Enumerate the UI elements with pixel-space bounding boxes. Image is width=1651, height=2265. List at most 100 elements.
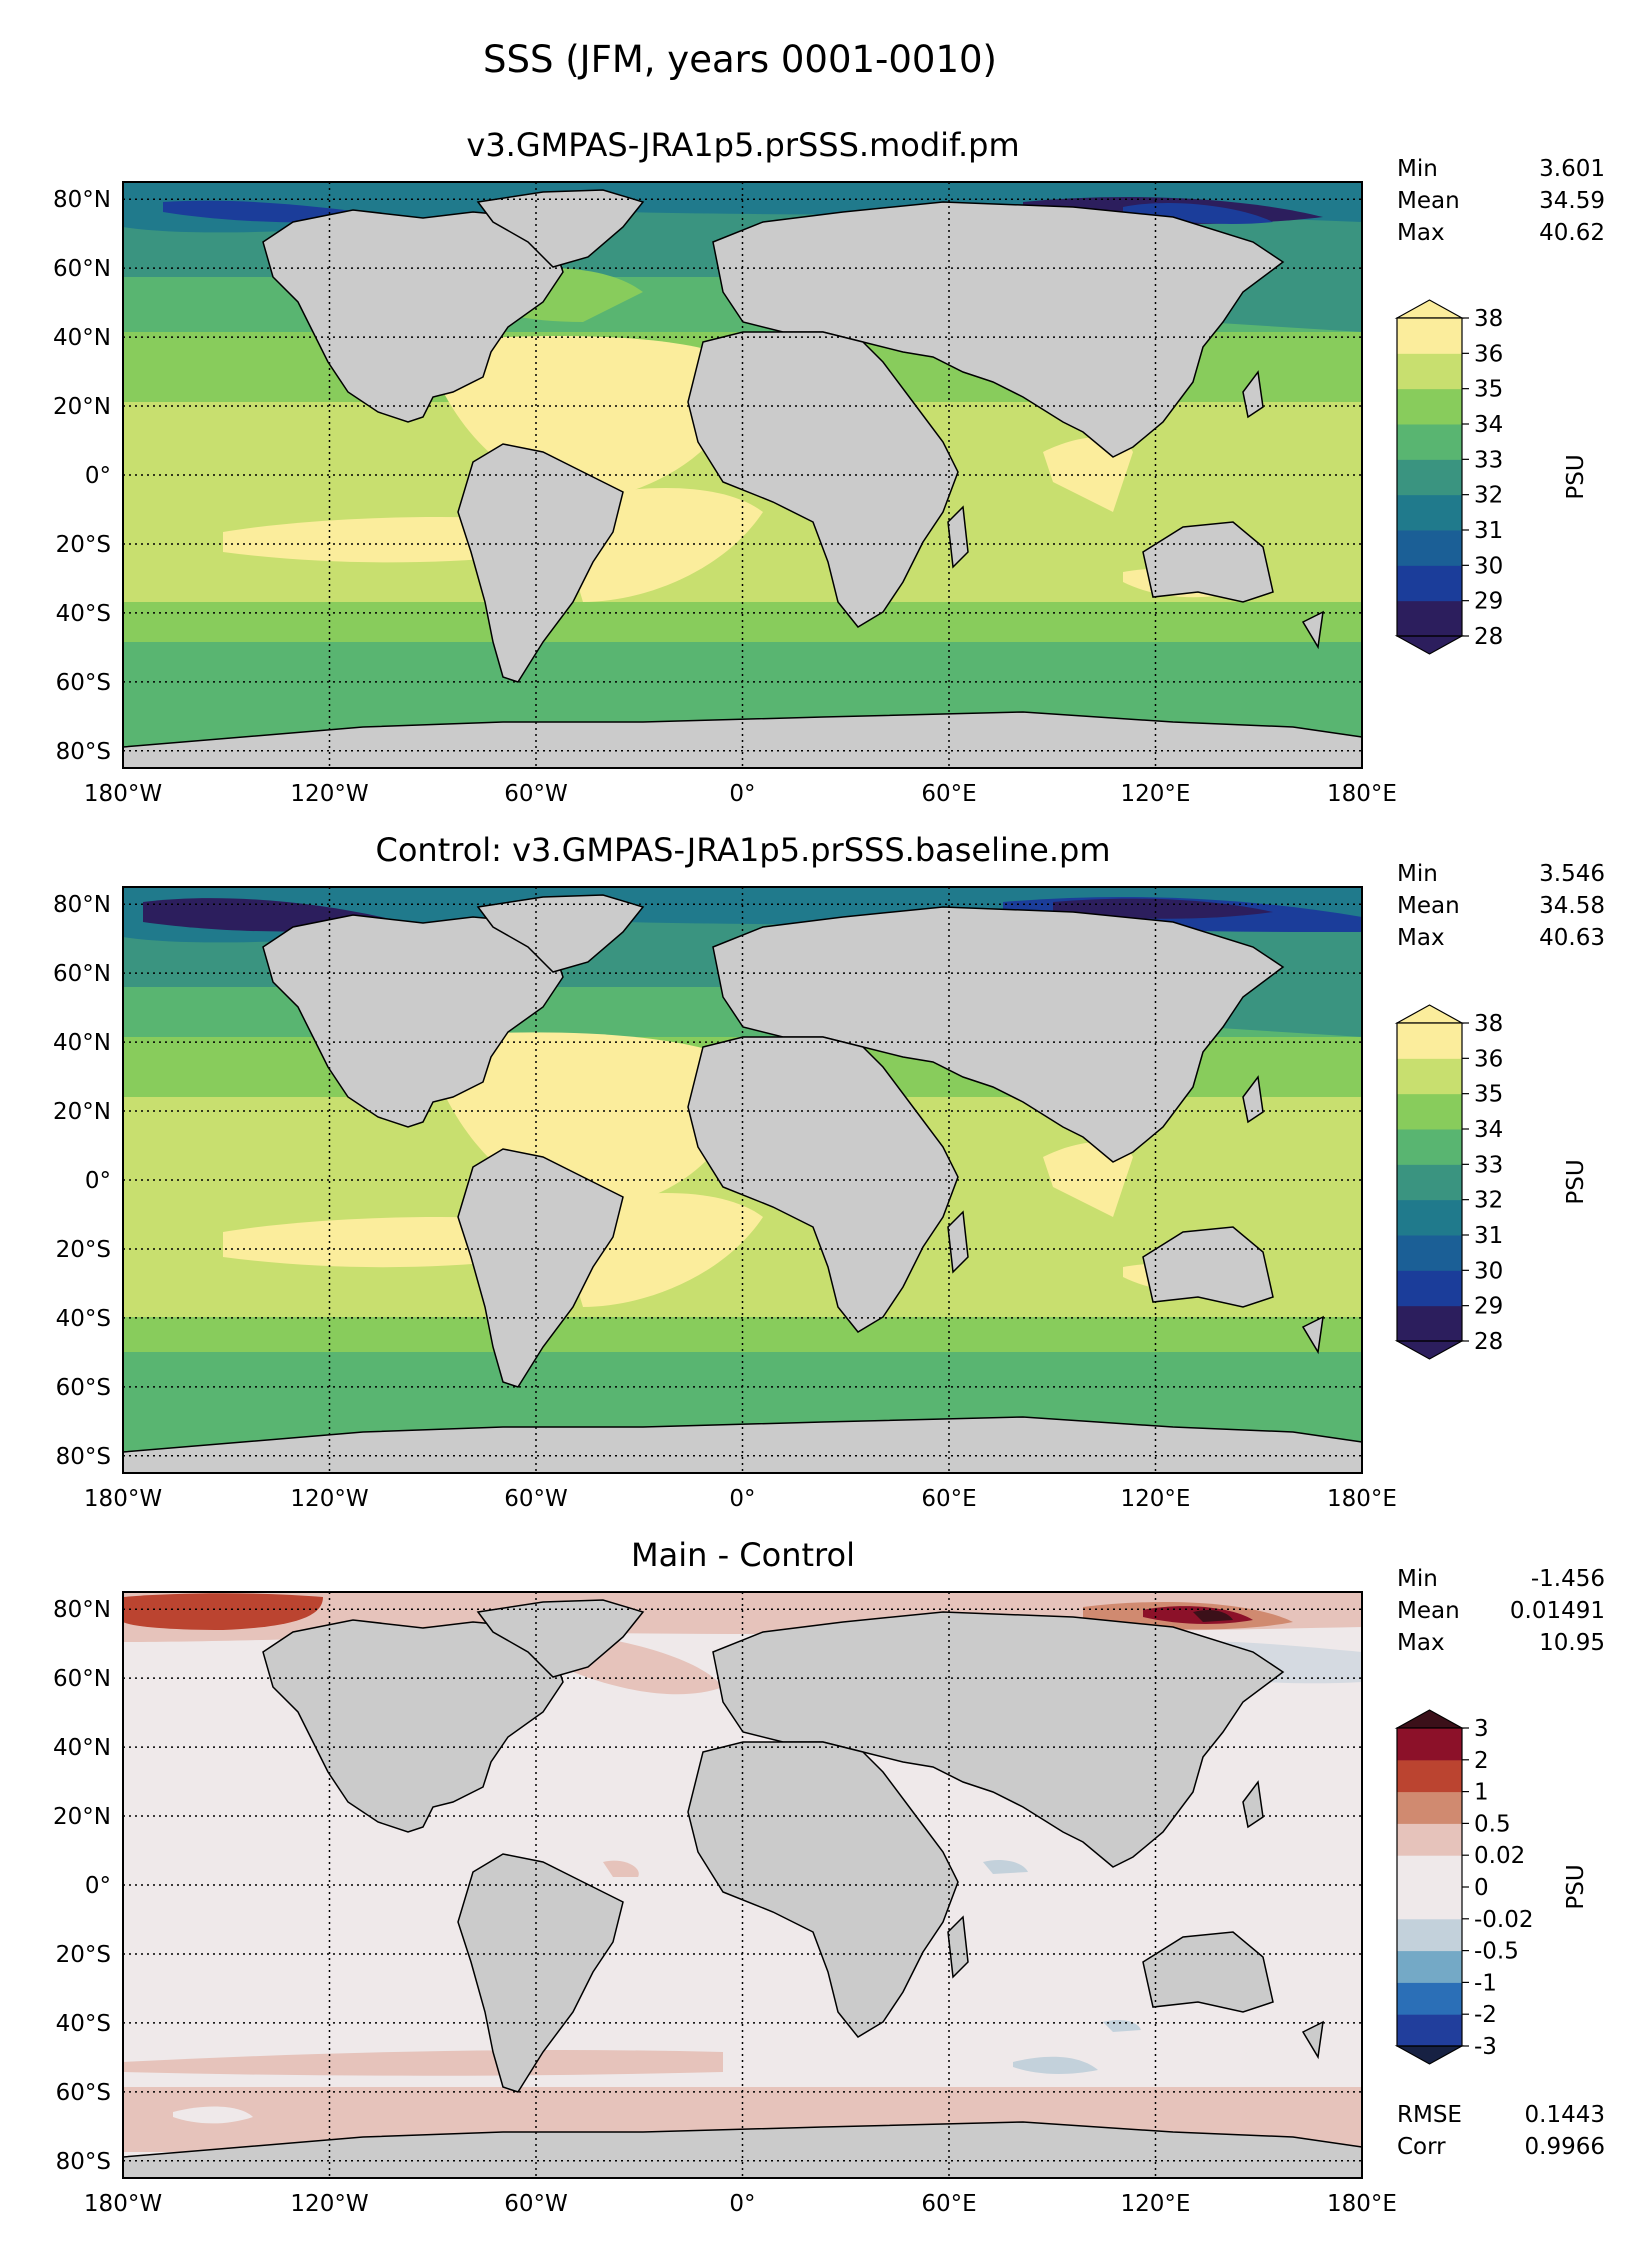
stat-value: -1.456 (1531, 1566, 1605, 1592)
panel-title: Control: v3.GMPAS-JRA1p5.prSSS.baseline.… (375, 831, 1110, 869)
lon-tick-label: 120°W (290, 781, 368, 807)
lat-tick-label: 20°N (53, 1099, 111, 1125)
map-border (122, 181, 1363, 769)
colorbar-segment (1397, 353, 1462, 390)
lat-tick-label: 40°S (56, 601, 111, 627)
lat-tick-label: 20°S (56, 1237, 111, 1263)
colorbar-tick-label: 38 (1474, 306, 1503, 332)
colorbar-tick-label: 32 (1474, 483, 1503, 509)
graticule (123, 1592, 1362, 2178)
colorbar-tick-label: 34 (1474, 412, 1503, 438)
colorbar-tick-label: 2 (1474, 1748, 1489, 1774)
colorbar-tick-label: 0.02 (1474, 1843, 1525, 1869)
colorbar-segment (1397, 2014, 1462, 2047)
panel-difference: Main - Control (53, 1536, 1605, 2217)
colorbar-tick-label: 30 (1474, 1258, 1503, 1284)
lat-tick-label: 80°S (56, 2149, 111, 2175)
colorbar-tick-label: 33 (1474, 447, 1503, 473)
stat-label: Max (1397, 925, 1445, 951)
colorbar-segment (1397, 1129, 1462, 1165)
colorbar-over-arrow (1394, 1709, 1465, 1729)
colorbar-tick-label: 36 (1474, 1046, 1503, 1072)
colorbar-tick-label: 28 (1474, 1329, 1503, 1355)
panel-title: Main - Control (631, 1536, 855, 1574)
colorbar-tick-label: -3 (1474, 2034, 1497, 2060)
colorbar-tick-label: 29 (1474, 589, 1503, 615)
lat-tick-labels: 80°N 60°N 40°N 20°N 0° 20°S 40°S 60°S 80°S (53, 1597, 111, 2175)
lat-tick-label: 80°N (53, 1597, 111, 1623)
lat-tick-label: 20°N (53, 1804, 111, 1830)
lon-tick-label: 60°E (921, 1486, 976, 1512)
lon-tick-label: 120°E (1121, 781, 1191, 807)
stat-value: 0.9966 (1525, 2134, 1605, 2160)
colorbar-tick-label: 38 (1474, 1011, 1503, 1037)
colorbar-tick-label: 29 (1474, 1294, 1503, 1320)
stat-value: 40.62 (1539, 220, 1605, 246)
colorbar-segment (1397, 1093, 1462, 1130)
colorbar-tick-label: 0 (1474, 1875, 1489, 1901)
stats-box: Min -1.456 Mean 0.01491 Max 10.95 (1397, 1566, 1605, 1656)
colorbar-unit-label: PSU (1563, 454, 1589, 499)
lat-tick-label: 0° (85, 1873, 111, 1899)
lat-tick-label: 60°S (56, 1375, 111, 1401)
colorbar-tick-label: 32 (1474, 1188, 1503, 1214)
colorbar-tick-label: 1 (1474, 1780, 1489, 1806)
lat-tick-label: 80°S (56, 1444, 111, 1470)
lon-tick-label: 0° (729, 2191, 755, 2217)
stat-value: 34.59 (1539, 188, 1605, 214)
colorbar-tick-label: 30 (1474, 553, 1503, 579)
lat-tick-label: 80°N (53, 892, 111, 918)
colorbar: 28 29 30 31 32 33 34 35 36 38 PSU (1394, 1004, 1589, 1360)
lat-tick-label: 20°S (56, 1942, 111, 1968)
lon-tick-label: 120°W (290, 1486, 368, 1512)
stat-value: 34.58 (1539, 893, 1605, 919)
colorbar-segment (1397, 318, 1462, 354)
colorbar-under-arrow (1394, 2045, 1465, 2065)
lat-tick-label: 40°N (53, 325, 111, 351)
colorbar-tick-label: -0.5 (1474, 1939, 1519, 1965)
colorbar-segment (1397, 1855, 1462, 1888)
colorbar-segment (1397, 1950, 1462, 1983)
colorbar-segment (1397, 530, 1462, 566)
lon-tick-label: 120°W (290, 2191, 368, 2217)
stat-label: Min (1397, 1566, 1438, 1592)
lat-tick-label: 40°S (56, 2011, 111, 2037)
colorbar-tick-label: 33 (1474, 1152, 1503, 1178)
colorbar-tick-label: 35 (1474, 1082, 1503, 1108)
panel-title: v3.GMPAS-JRA1p5.prSSS.modif.pm (466, 126, 1019, 164)
stat-label: Mean (1397, 1598, 1460, 1624)
stat-label: Min (1397, 156, 1438, 182)
stat-value: 0.01491 (1510, 1598, 1605, 1624)
colorbar-segment (1397, 1982, 1462, 2015)
stat-label: Mean (1397, 893, 1460, 919)
colorbar-segment (1397, 1728, 1462, 1761)
colorbar-segment (1397, 1759, 1462, 1793)
stat-value: 3.601 (1539, 156, 1605, 182)
lat-tick-label: 40°S (56, 1306, 111, 1332)
colorbar-tick-label: -2 (1474, 2002, 1497, 2028)
colorbar-unit-label: PSU (1563, 1864, 1589, 1909)
lon-tick-label: 180°E (1327, 2191, 1397, 2217)
colorbar-segment (1397, 1823, 1462, 1856)
lat-tick-labels: 80°N 60°N 40°N 20°N 0° 20°S 40°S 60°S 80°S (53, 187, 111, 765)
lon-tick-label: 180°W (84, 2191, 162, 2217)
stat-label: RMSE (1397, 2102, 1462, 2128)
colorbar-tick-label: 36 (1474, 341, 1503, 367)
colorbar-over-arrow (1394, 299, 1465, 319)
lat-tick-label: 80°N (53, 187, 111, 213)
colorbar: -3 -2 -1 -0.5 -0.02 0 0.02 0.5 1 2 3 PSU (1394, 1709, 1589, 2065)
colorbar-tick-label: 0.5 (1474, 1811, 1511, 1837)
colorbar-tick-label: 28 (1474, 624, 1503, 650)
colorbar-over-arrow (1394, 1004, 1465, 1024)
lat-tick-label: 40°N (53, 1735, 111, 1761)
lon-tick-label: 180°W (84, 1486, 162, 1512)
stat-value: 3.546 (1539, 861, 1605, 887)
figure-title: SSS (JFM, years 0001-0010) (483, 38, 997, 81)
lat-tick-label: 60°S (56, 2080, 111, 2106)
land-masses (123, 1599, 1362, 2178)
colorbar-outline (1396, 317, 1463, 637)
colorbar-tick-label: 3 (1474, 1716, 1489, 1742)
colorbar-outline (1396, 1022, 1463, 1342)
lon-tick-label: 0° (729, 781, 755, 807)
graticule (123, 887, 1362, 1473)
